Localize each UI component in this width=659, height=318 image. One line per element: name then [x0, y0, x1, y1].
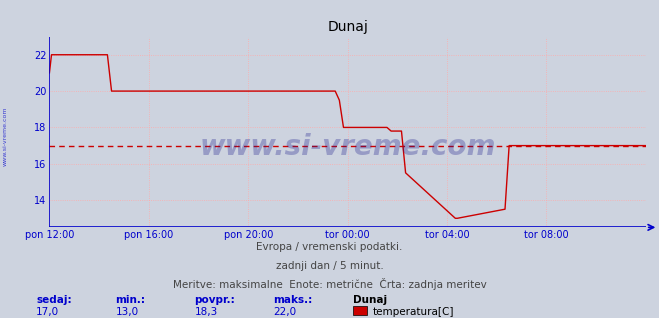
Text: 18,3: 18,3 [194, 307, 217, 317]
Text: temperatura[C]: temperatura[C] [372, 307, 454, 317]
Text: Dunaj: Dunaj [353, 295, 387, 305]
Text: zadnji dan / 5 minut.: zadnji dan / 5 minut. [275, 261, 384, 271]
Text: min.:: min.: [115, 295, 146, 305]
Text: sedaj:: sedaj: [36, 295, 72, 305]
Text: Meritve: maksimalne  Enote: metrične  Črta: zadnja meritev: Meritve: maksimalne Enote: metrične Črta… [173, 278, 486, 290]
Text: Evropa / vremenski podatki.: Evropa / vremenski podatki. [256, 242, 403, 252]
Title: Dunaj: Dunaj [327, 20, 368, 34]
Text: 13,0: 13,0 [115, 307, 138, 317]
Text: www.si-vreme.com: www.si-vreme.com [200, 133, 496, 161]
Text: 17,0: 17,0 [36, 307, 59, 317]
Text: povpr.:: povpr.: [194, 295, 235, 305]
Text: 22,0: 22,0 [273, 307, 297, 317]
Text: www.si-vreme.com: www.si-vreme.com [3, 107, 8, 167]
Text: maks.:: maks.: [273, 295, 313, 305]
